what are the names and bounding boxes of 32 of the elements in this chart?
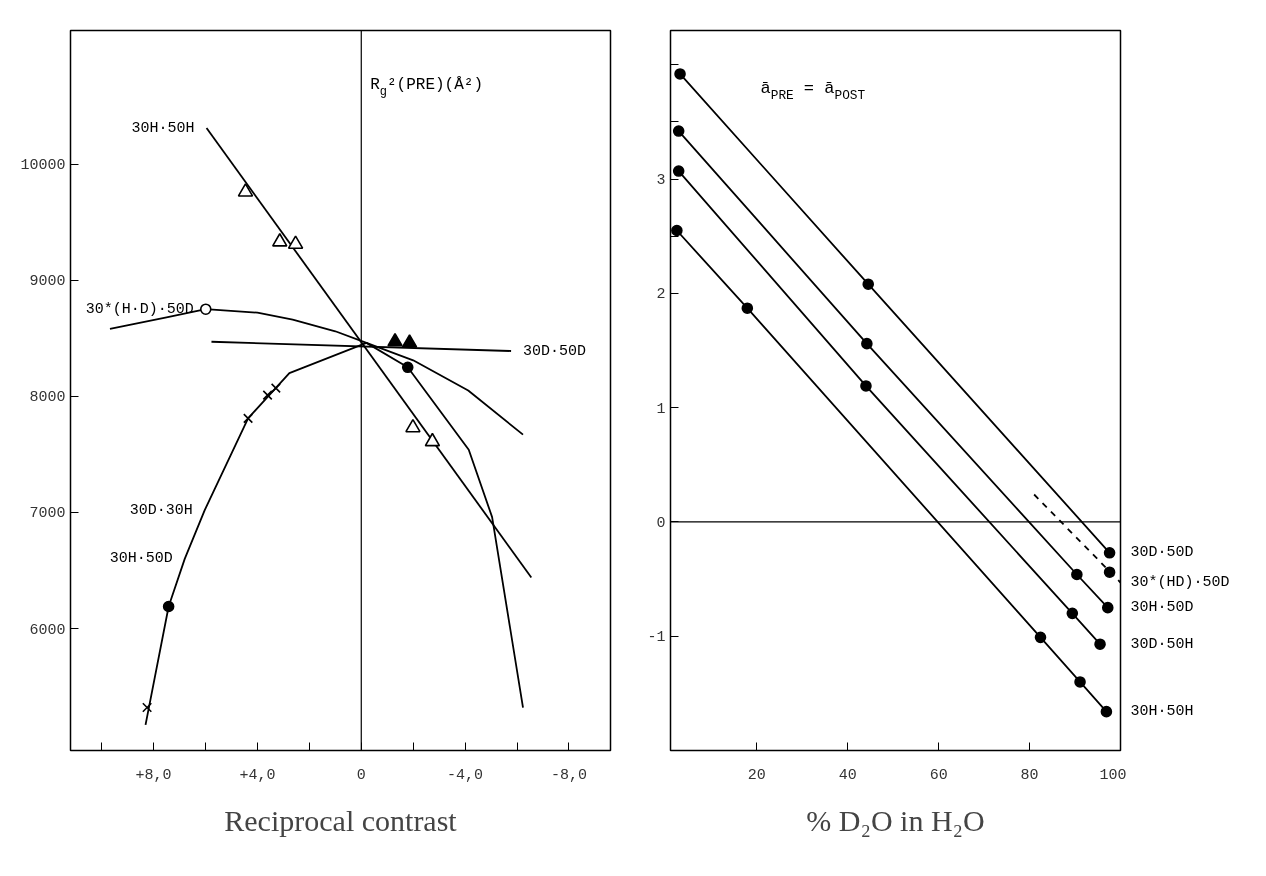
x-tick-label: 80 <box>1020 766 1039 784</box>
y-tick-label: 6000 <box>29 621 66 639</box>
x-tick-label: 40 <box>838 766 857 784</box>
x-tick-label: -8,0 <box>550 766 587 784</box>
x-axis-title: Reciprocal contrast <box>224 803 458 837</box>
y-tick-label: 0 <box>656 514 666 532</box>
series-label: 30D·50D <box>1130 544 1194 562</box>
x-axis-title: % D₂O in H₂O <box>806 803 985 837</box>
y-tick-label: 10000 <box>20 157 66 175</box>
y-tick-label: 7000 <box>29 505 66 523</box>
y-tick-label: 8000 <box>29 389 66 407</box>
y-tick-label: 1 <box>656 400 666 418</box>
x-tick-label: 20 <box>747 766 766 784</box>
series-label: 30*(HD)·50D <box>1130 574 1230 591</box>
y-tick-label: 2 <box>656 286 666 304</box>
series-label: 30D·50H <box>1130 635 1194 653</box>
annotation: 30D·30H <box>129 501 193 519</box>
x-tick-label: +8,0 <box>135 766 172 784</box>
x-tick-label: -4,0 <box>447 766 484 784</box>
series-label: 30H·50D <box>1130 599 1194 617</box>
y-tick-label: 9000 <box>29 273 66 291</box>
annotation: 30H·50H <box>131 119 195 137</box>
x-tick-label: +4,0 <box>239 766 276 784</box>
x-tick-label: 100 <box>1099 766 1127 784</box>
y-tick-label: -1 <box>647 629 666 647</box>
annotation: 30D·50D <box>523 342 587 360</box>
x-tick-label: 60 <box>929 766 948 784</box>
x-tick-label: 0 <box>356 766 366 784</box>
series-label: 30H·50H <box>1130 703 1194 721</box>
annotation: 30H·50D <box>109 550 173 568</box>
y-tick-label: 3 <box>656 172 666 190</box>
annotation: 30*(H·D)·50D <box>85 300 194 318</box>
